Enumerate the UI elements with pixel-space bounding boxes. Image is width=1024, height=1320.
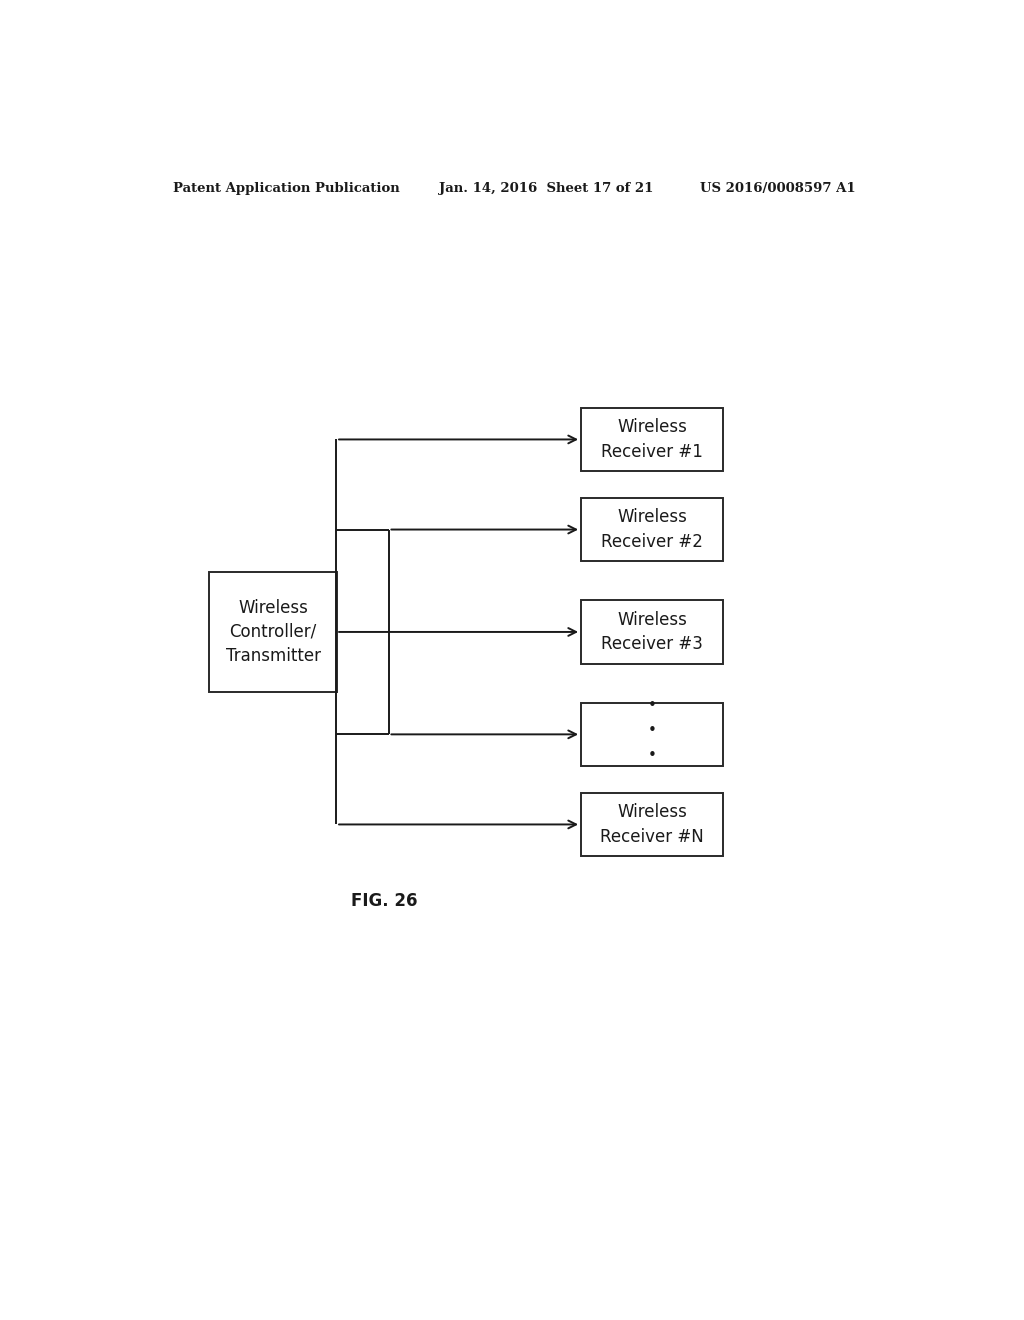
Text: •
•
•: • • • [648,698,656,763]
Text: Wireless
Receiver #N: Wireless Receiver #N [600,804,705,846]
Text: Patent Application Publication: Patent Application Publication [173,182,399,194]
Bar [581,408,724,471]
Text: Jan. 14, 2016  Sheet 17 of 21: Jan. 14, 2016 Sheet 17 of 21 [438,182,653,194]
Text: US 2016/0008597 A1: US 2016/0008597 A1 [700,182,856,194]
Bar [581,601,724,664]
Bar [581,793,724,857]
Bar [581,702,724,766]
Text: Wireless
Controller/
Transmitter: Wireless Controller/ Transmitter [225,599,321,665]
Text: FIG. 26: FIG. 26 [351,892,418,911]
Text: Wireless
Receiver #1: Wireless Receiver #1 [601,418,703,461]
Text: Wireless
Receiver #2: Wireless Receiver #2 [601,508,703,550]
Text: Wireless
Receiver #3: Wireless Receiver #3 [601,611,703,653]
Bar [581,498,724,561]
Bar [210,573,337,692]
